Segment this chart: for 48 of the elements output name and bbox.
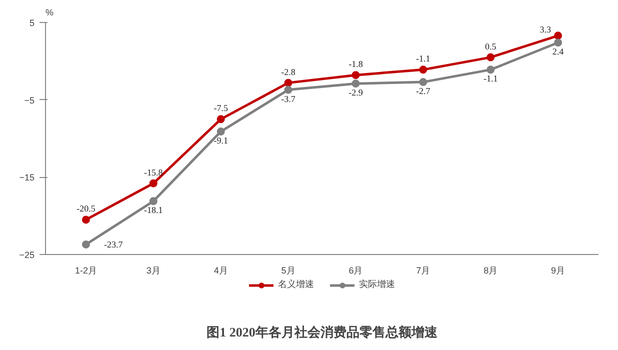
point xyxy=(419,78,428,86)
data-label: -9.1 xyxy=(214,136,228,146)
data-label: -1.1 xyxy=(483,74,498,84)
point xyxy=(149,179,158,188)
data-label: -1.8 xyxy=(348,59,364,70)
data-label: 0.5 xyxy=(484,41,497,52)
data-label: -15.8 xyxy=(144,167,164,178)
point xyxy=(554,32,562,40)
data-label: -1.1 xyxy=(416,54,430,64)
x-tick-label: 8月 xyxy=(484,266,498,276)
y-axis-title: % xyxy=(46,8,54,18)
point xyxy=(82,216,90,224)
point xyxy=(352,71,360,80)
data-label: -2.7 xyxy=(416,86,431,96)
point xyxy=(352,80,360,88)
point xyxy=(486,53,495,62)
data-label: 2.4 xyxy=(552,46,564,57)
x-tick-label: 7月 xyxy=(416,266,430,276)
data-label: -2.9 xyxy=(348,88,364,98)
data-label: -7.5 xyxy=(214,103,228,114)
data-label: 3.3 xyxy=(540,24,552,35)
data-label: -2.8 xyxy=(281,66,296,77)
x-tick-label: 3月 xyxy=(146,266,160,276)
x-tick-label: 1-2月 xyxy=(74,266,97,276)
x-tick-label: 9月 xyxy=(551,266,566,276)
point xyxy=(486,66,495,74)
y-tick-label: −25 xyxy=(19,250,35,260)
data-label: -20.5 xyxy=(76,204,96,214)
data-label: -3.7 xyxy=(281,94,296,104)
point xyxy=(149,197,158,206)
data-label: -23.7 xyxy=(104,239,124,250)
point xyxy=(554,38,562,47)
legend-label: 名义增速 xyxy=(278,278,314,291)
point xyxy=(82,240,90,248)
x-tick-label: 4月 xyxy=(214,266,228,276)
point xyxy=(284,78,292,87)
y-tick-label: 5 xyxy=(29,18,35,28)
x-tick-label: 5月 xyxy=(281,266,296,276)
text: 图1 2020年各月社会消费品零售总额增速 xyxy=(206,324,438,340)
point xyxy=(216,128,225,136)
legend-label: 实际增速 xyxy=(359,278,395,291)
point xyxy=(419,66,428,74)
point xyxy=(284,86,292,94)
point xyxy=(216,115,225,124)
y-tick-label: −5 xyxy=(24,95,35,106)
data-label: -18.1 xyxy=(144,205,163,216)
x-tick-label: 6月 xyxy=(348,266,363,276)
y-tick-label: −15 xyxy=(19,172,35,183)
